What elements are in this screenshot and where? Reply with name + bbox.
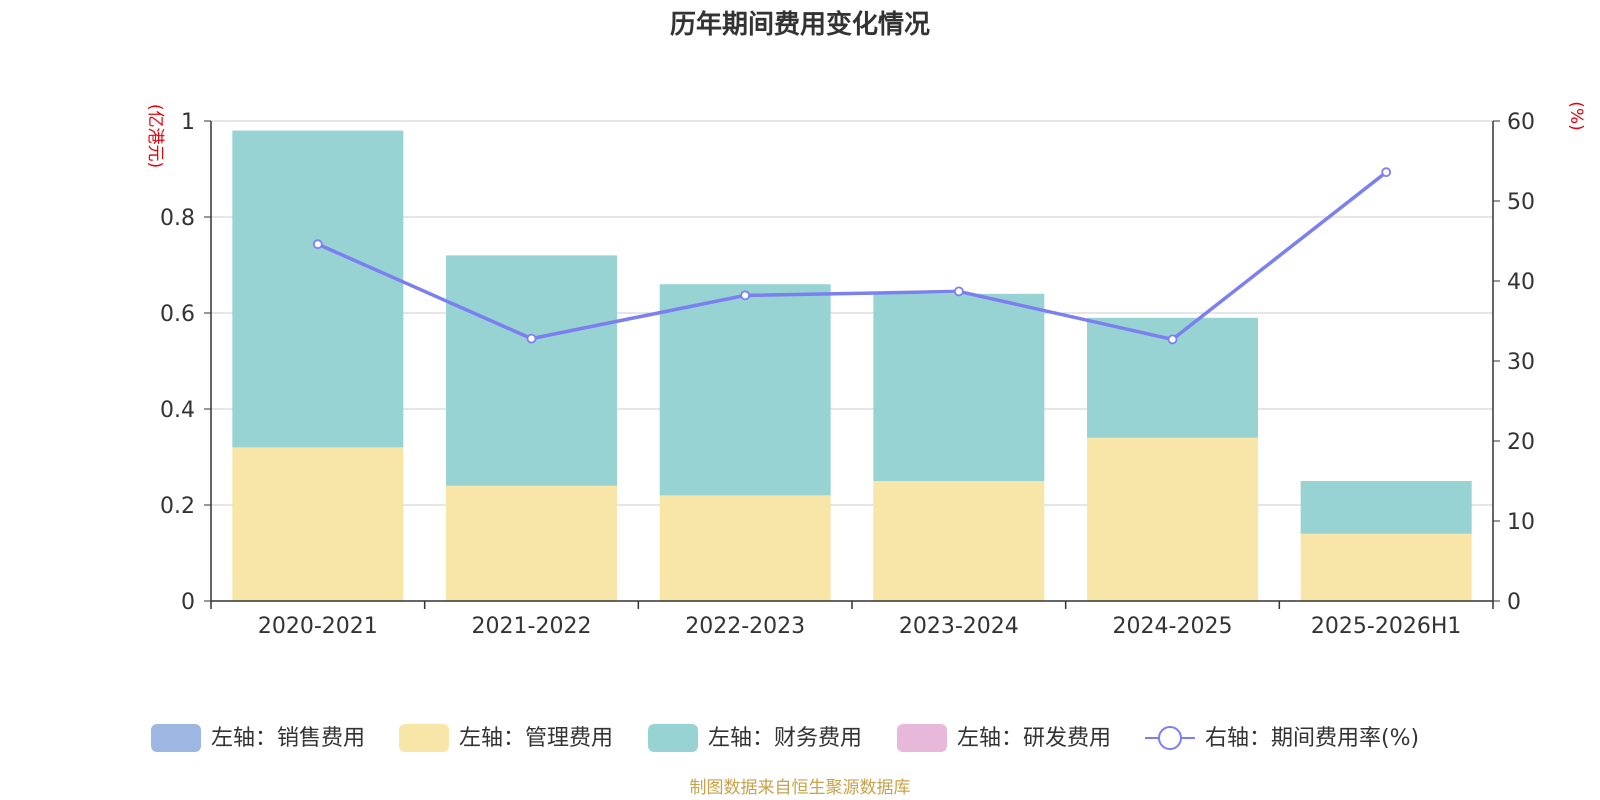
gridlines <box>211 120 1493 506</box>
rate-point <box>953 286 964 297</box>
legend-swatch <box>648 724 698 752</box>
bar-segment <box>873 481 1045 601</box>
x-tick-label: 2025-2026H1 <box>1311 614 1461 639</box>
right-tick-label: 20 <box>1507 430 1535 455</box>
x-tick-label: 2023-2024 <box>899 614 1019 639</box>
legend-label: 左轴：管理费用 <box>459 726 613 751</box>
left-tick-label: 0.4 <box>160 398 195 423</box>
legend-item: 右轴：期间费用率(%) <box>1145 726 1419 751</box>
bar-segment <box>446 255 617 486</box>
bars <box>232 130 1472 601</box>
left-axis-label: (亿港元) <box>145 104 165 168</box>
legend-swatch <box>151 724 201 752</box>
chart-title: 历年期间费用变化情况 <box>670 9 930 40</box>
source-note: 制图数据来自恒生聚源数据库 <box>690 778 911 798</box>
bar-segment <box>232 447 404 601</box>
legend-item: 左轴：销售费用 <box>151 724 365 752</box>
bar-segment <box>1300 481 1472 534</box>
x-tick-label: 2022-2023 <box>685 614 805 639</box>
right-tick-label: 40 <box>1507 270 1535 295</box>
legend-swatch <box>897 724 947 752</box>
right-tick-label: 60 <box>1507 110 1535 135</box>
x-tick-label: 2020-2021 <box>258 614 378 639</box>
left-tick-label: 0.8 <box>160 206 195 231</box>
right-tick-label: 10 <box>1507 510 1535 535</box>
rate-point <box>740 290 751 301</box>
legend-marker <box>1158 726 1182 750</box>
right-tick-label: 30 <box>1507 350 1535 375</box>
right-tick-label: 0 <box>1507 590 1521 615</box>
legend-swatch <box>399 724 449 752</box>
x-tick-label: 2021-2022 <box>472 614 592 639</box>
rate-point <box>526 333 537 344</box>
legend-label: 右轴：期间费用率(%) <box>1205 726 1419 751</box>
legend-item: 左轴：财务费用 <box>648 724 862 752</box>
rate-line <box>312 167 1392 345</box>
rate-point <box>1381 167 1392 178</box>
legend: 左轴：销售费用 左轴：管理费用 左轴：财务费用 左轴：研发费用 右轴：期间费用率(%) <box>151 724 1419 752</box>
bar-segment <box>232 130 404 448</box>
bar-segment <box>446 485 617 601</box>
bar-segment <box>1300 533 1472 601</box>
legend-label: 左轴：研发费用 <box>957 726 1111 751</box>
bar-segment <box>659 495 831 601</box>
bar-segment <box>873 293 1045 481</box>
bar-segment <box>1087 437 1258 601</box>
rate-point <box>312 239 323 250</box>
left-tick-label: 0.2 <box>160 494 195 519</box>
right-tick-label: 50 <box>1507 190 1535 215</box>
left-tick-label: 1 <box>181 110 195 135</box>
legend-label: 左轴：财务费用 <box>708 726 862 751</box>
rate-point <box>1167 334 1178 345</box>
bar-segment <box>659 284 831 496</box>
left-tick-label: 0 <box>181 590 195 615</box>
legend-label: 左轴：销售费用 <box>211 726 365 751</box>
left-tick-label: 0.6 <box>160 302 195 327</box>
legend-item: 左轴：管理费用 <box>399 724 613 752</box>
legend-item: 左轴：研发费用 <box>897 724 1111 752</box>
x-tick-label: 2024-2025 <box>1113 614 1233 639</box>
right-axis-label: (%) <box>1566 101 1586 130</box>
rate-line-path <box>317 170 1388 342</box>
